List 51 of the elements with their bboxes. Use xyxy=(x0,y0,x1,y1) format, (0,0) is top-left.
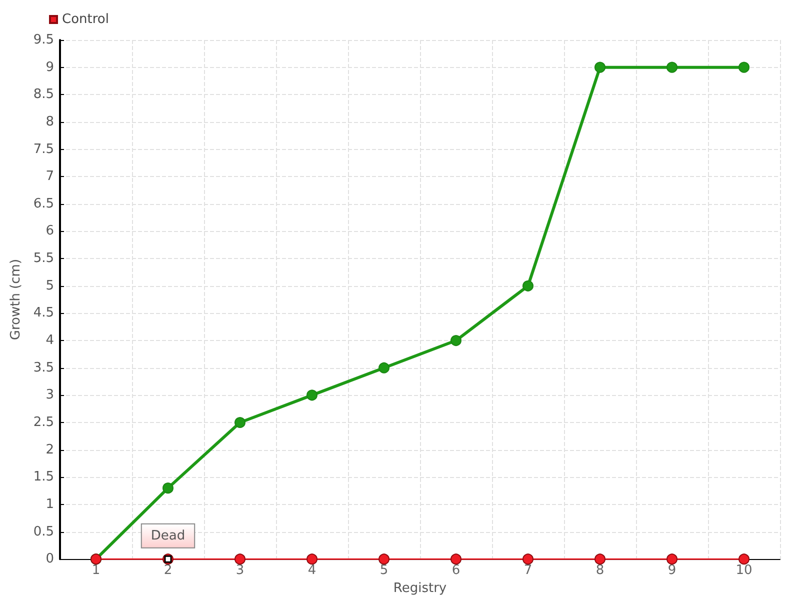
x-tick-label: 10 xyxy=(736,563,752,578)
y-tick-label: 8 xyxy=(46,114,54,130)
y-axis-title: Growth (cm) xyxy=(8,258,24,340)
point xyxy=(378,362,390,374)
point xyxy=(666,554,678,565)
y-tick-label: 7.5 xyxy=(33,142,54,157)
y-tick-label: 5 xyxy=(46,278,54,294)
point xyxy=(738,62,750,73)
point xyxy=(666,62,678,73)
point xyxy=(306,390,318,401)
y-tick-label: 2.5 xyxy=(33,414,54,430)
legend-label: Control xyxy=(62,12,109,27)
x-tick-label: 5 xyxy=(380,563,388,578)
y-tick-label: 6.5 xyxy=(33,196,54,212)
x-tick-label: 3 xyxy=(236,563,244,578)
point xyxy=(522,554,534,565)
y-tick-label: 8.5 xyxy=(33,87,54,102)
y-tick-label: 7 xyxy=(46,169,54,184)
x-tick-label: 4 xyxy=(308,563,316,578)
x-tick-label: 7 xyxy=(524,563,532,578)
point xyxy=(450,335,462,346)
y-tick-label: 3 xyxy=(46,388,54,403)
point xyxy=(306,554,318,565)
point xyxy=(450,554,462,565)
y-tick-label: 4.5 xyxy=(33,306,54,321)
x-tick-label: 6 xyxy=(452,563,460,578)
point xyxy=(162,482,174,494)
y-tick-label: 1.5 xyxy=(33,470,54,485)
point xyxy=(594,62,606,73)
y-tick-label: 3.5 xyxy=(33,360,54,376)
x-tick-label: 9 xyxy=(668,563,676,578)
y-tick-label: 0.5 xyxy=(33,524,54,540)
x-axis-title: Registry xyxy=(393,581,447,596)
y-tick-label: 4 xyxy=(46,333,54,348)
point xyxy=(594,554,606,565)
annotation: Dead xyxy=(150,528,186,544)
x-tick-label: 1 xyxy=(92,563,100,578)
point xyxy=(234,554,246,565)
y-tick-label: 6 xyxy=(46,224,54,239)
point xyxy=(234,416,246,428)
y-tick-label: 1 xyxy=(46,496,54,512)
y-tick-label: 0 xyxy=(46,552,54,567)
y-tick-label: 5.5 xyxy=(33,251,54,266)
y-tick-label: 2 xyxy=(46,442,54,458)
y-tick-label: 9.5 xyxy=(33,32,54,48)
y-tick-label: 9 xyxy=(46,60,54,75)
point xyxy=(378,554,390,565)
point xyxy=(522,280,534,292)
x-tick-label: 8 xyxy=(596,563,604,578)
x-tick-label: 2 xyxy=(164,563,172,578)
point xyxy=(738,554,750,565)
